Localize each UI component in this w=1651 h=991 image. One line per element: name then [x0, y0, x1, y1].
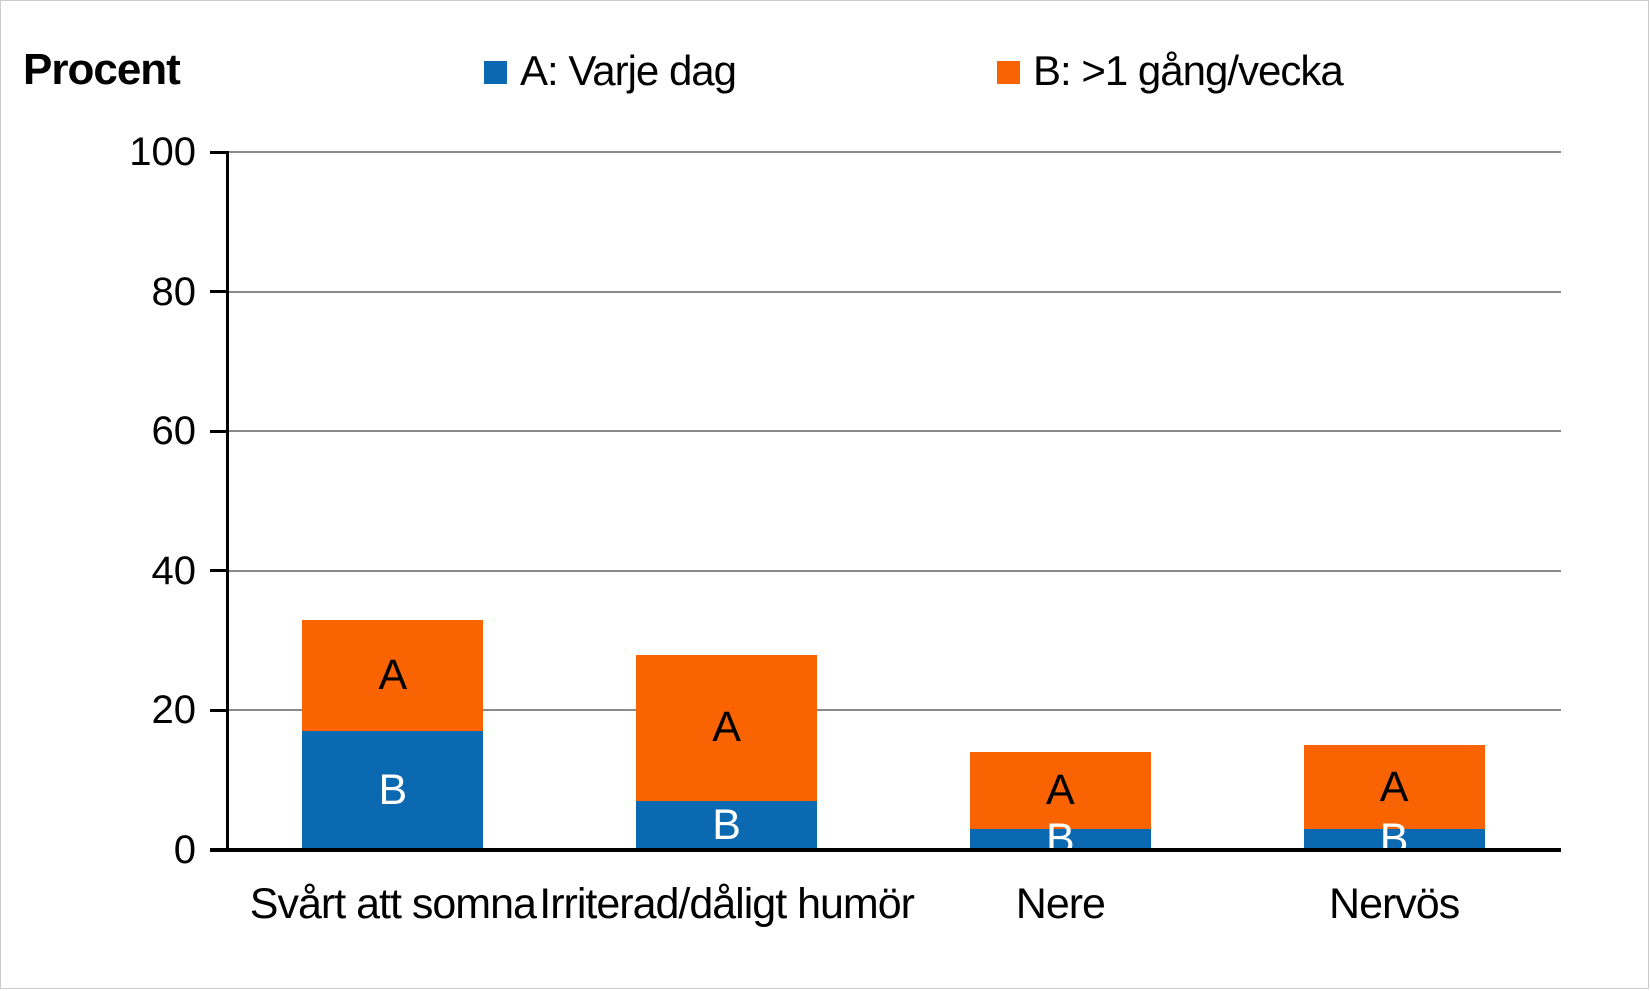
segment-letter-a: A [378, 651, 408, 699]
y-tick-label-20: 20 [151, 688, 197, 733]
chart-title: Procent [23, 45, 181, 94]
y-axis-tick-60 [210, 429, 226, 433]
segment-letter-b: B [1046, 815, 1075, 864]
gridline-80 [226, 290, 1561, 293]
category-label-2: Irriterad/dåligt humör [539, 880, 915, 928]
gridline-100 [226, 151, 1561, 153]
gridline-20 [226, 709, 1561, 712]
bar-segment-a-3: A [969, 752, 1151, 830]
y-tick-label-0: 0 [173, 828, 196, 872]
bar-segment-b-1: B [302, 731, 484, 850]
segment-letter-a: A [712, 703, 741, 752]
category-label-4: Nervös [1329, 880, 1460, 928]
segment-letter-b: B [1379, 815, 1409, 864]
gridline-60 [226, 430, 1561, 433]
bar-segment-a-4: A [1303, 745, 1485, 830]
bar-segment-a-1: A [302, 619, 484, 732]
gridline-40 [226, 569, 1561, 572]
y-tick-label-100: 100 [129, 130, 196, 174]
y-axis-tick-20 [210, 708, 226, 712]
legend-label-a: A: Varje dag [520, 47, 737, 94]
y-axis-tick-100 [210, 150, 226, 154]
y-axis-tick-40 [210, 569, 226, 573]
legend-swatch-blue-icon [484, 61, 507, 84]
x-axis-line [210, 848, 1561, 852]
bar-segment-a-2: A [636, 654, 818, 802]
plot-area: 0 20 40 60 80 100 B A Svårt att somna B A Irriterad… [129, 130, 1561, 928]
segment-letter-b: B [712, 801, 741, 850]
y-tick-label-60: 60 [151, 409, 197, 454]
y-axis-tick-80 [210, 290, 226, 294]
legend-swatch-orange-icon [997, 61, 1020, 84]
segment-letter-b: B [378, 766, 408, 815]
legend-item-b: B: >1 gång/vecka [997, 47, 1344, 95]
category-label-1: Svårt att somna [249, 880, 537, 928]
y-tick-label-40: 40 [151, 548, 197, 593]
y-tick-label-80: 80 [151, 269, 197, 314]
bar-segment-b-2: B [636, 801, 818, 850]
segment-letter-a: A [1379, 762, 1409, 811]
bar-segment-b-3: B [969, 818, 1151, 861]
segment-letter-a: A [1046, 766, 1075, 815]
legend-label-b: B: >1 gång/vecka [1033, 47, 1344, 94]
category-label-3: Nere [1015, 880, 1106, 928]
y-axis-line [226, 151, 229, 850]
bar-segment-b-4: B [1303, 818, 1485, 861]
legend-item-a: A: Varje dag [484, 47, 737, 95]
